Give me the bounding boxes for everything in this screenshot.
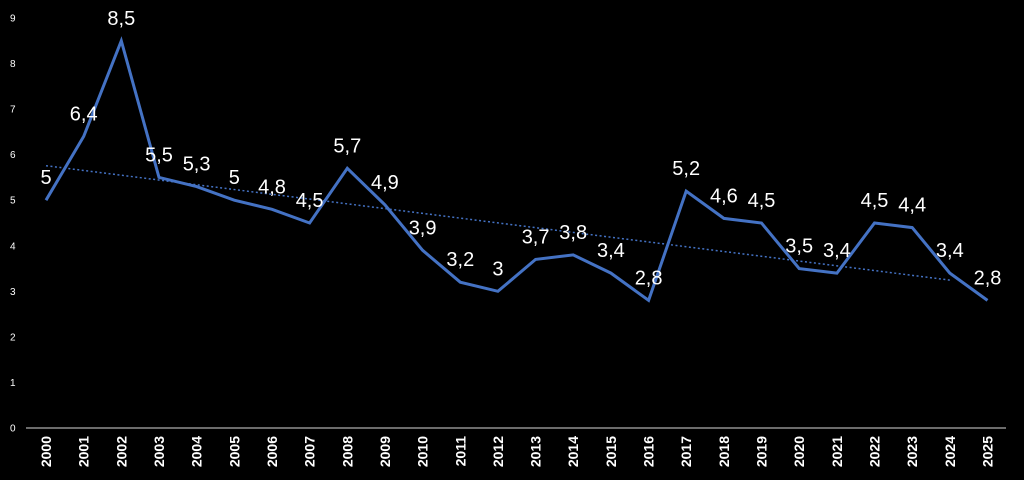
data-label: 5,7 <box>333 135 361 157</box>
data-label: 3,2 <box>446 249 474 271</box>
data-label: 4,4 <box>898 195 926 217</box>
data-label: 3,4 <box>936 240 964 262</box>
x-tick-label: 2019 <box>754 436 770 467</box>
x-tick-label: 2016 <box>641 436 657 467</box>
data-label: 4,6 <box>710 185 738 207</box>
data-label: 8,5 <box>107 8 135 30</box>
x-tick-label: 2002 <box>113 436 129 467</box>
x-tick-label: 2003 <box>151 436 167 467</box>
data-label: 3,9 <box>409 217 437 239</box>
y-tick-label: 1 <box>10 378 16 389</box>
x-tick-label: 2006 <box>264 436 280 467</box>
x-tick-label: 2014 <box>565 436 581 467</box>
y-tick-label: 6 <box>10 150 16 161</box>
y-tick-label: 3 <box>10 287 16 298</box>
x-tick-label: 2015 <box>603 436 619 467</box>
x-tick-label: 2010 <box>415 436 431 467</box>
x-tick-label: 2021 <box>829 436 845 467</box>
data-label: 4,9 <box>371 172 399 194</box>
x-tick-label: 2024 <box>942 436 958 467</box>
data-label: 5,5 <box>145 144 173 166</box>
data-label: 5,2 <box>672 158 700 180</box>
data-label: 5 <box>40 167 51 189</box>
x-tick-label: 2008 <box>339 436 355 467</box>
data-label: 3,4 <box>823 240 851 262</box>
data-label: 3,4 <box>597 240 625 262</box>
data-label: 2,8 <box>974 267 1002 289</box>
y-axis-ticks: 0 1 2 3 4 5 6 7 8 9 <box>10 14 16 435</box>
y-tick-label: 4 <box>10 241 16 252</box>
data-label: 6,4 <box>70 103 98 125</box>
data-label: 5 <box>229 167 240 189</box>
data-label: 3 <box>492 258 503 280</box>
x-tick-label: 2012 <box>490 436 506 467</box>
x-tick-label: 2017 <box>678 436 694 467</box>
x-tick-label: 2011 <box>452 436 468 467</box>
x-tick-label: 2009 <box>377 436 393 467</box>
y-tick-label: 8 <box>10 59 16 70</box>
data-label: 4,5 <box>296 190 324 212</box>
data-labels: 5 6,4 8,5 5,5 5,3 5 4,8 4,5 5,7 4,9 3,9 3,2 3 3,7 3,8 3… <box>40 8 1001 290</box>
x-tick-label: 2007 <box>302 436 318 467</box>
trendline <box>45 164 950 281</box>
x-tick-label: 2004 <box>189 436 205 467</box>
data-label: 3,7 <box>522 226 550 248</box>
data-label: 4,5 <box>748 190 776 212</box>
data-label: 5,3 <box>183 154 211 176</box>
x-tick-label: 2000 <box>38 436 54 467</box>
x-tick-label: 2025 <box>980 436 996 467</box>
data-label: 2,8 <box>635 267 663 289</box>
data-label: 3,5 <box>785 236 813 258</box>
series-line <box>44 36 989 303</box>
data-label: 4,8 <box>258 176 286 198</box>
x-tick-label: 2001 <box>76 436 92 467</box>
x-tick-label: 2022 <box>867 436 883 467</box>
y-tick-label: 9 <box>10 14 16 25</box>
y-tick-label: 0 <box>10 424 16 435</box>
x-tick-label: 2020 <box>791 436 807 467</box>
data-label: 4,5 <box>861 190 889 212</box>
x-tick-label: 2005 <box>226 436 242 467</box>
x-axis-ticks: 2000 2001 2002 2003 2004 2005 2006 2007 2008 2009… <box>38 436 996 467</box>
data-label: 3,8 <box>559 222 587 244</box>
x-tick-label: 2018 <box>716 436 732 467</box>
x-tick-label: 2013 <box>528 436 544 467</box>
y-tick-label: 5 <box>10 196 16 207</box>
y-tick-label: 7 <box>10 105 16 116</box>
x-tick-label: 2023 <box>904 436 920 467</box>
y-tick-label: 2 <box>10 332 16 343</box>
